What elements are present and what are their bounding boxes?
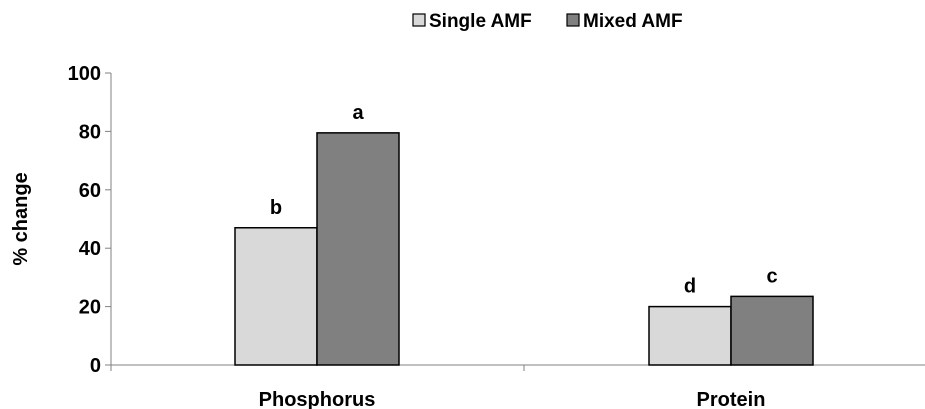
bar (648, 305, 732, 366)
y-tick-label: 40 (79, 238, 101, 260)
y-tick-label: 0 (90, 355, 101, 377)
bars (234, 132, 814, 366)
y-axis: 0 20 40 60 80 100 (68, 63, 112, 377)
legend-swatch (412, 13, 426, 27)
bar-data-label: c (766, 265, 777, 287)
x-tick-label: Phosphorus (259, 389, 376, 409)
bar (316, 132, 400, 366)
y-tick-label: 20 (79, 297, 101, 319)
legend-entry: Mixed AMF (583, 11, 683, 32)
y-tick-label: 60 (79, 180, 101, 202)
bar (234, 227, 318, 366)
y-tick-label: 80 (79, 121, 101, 143)
bar-data-label: a (352, 102, 364, 124)
bar (730, 295, 814, 366)
bar-labels: b a d c (270, 102, 778, 298)
legend: Single AMF Mixed AMF (412, 11, 683, 32)
x-axis: Phosphorus Protein (110, 364, 925, 409)
x-tick-label: Protein (697, 389, 766, 409)
bar-data-label: d (684, 276, 696, 298)
legend-entry: Single AMF (429, 11, 532, 32)
legend-swatch (566, 13, 580, 27)
y-tick-label: 100 (68, 63, 101, 85)
bar-data-label: b (270, 197, 282, 219)
y-axis-title: % change (10, 172, 32, 265)
